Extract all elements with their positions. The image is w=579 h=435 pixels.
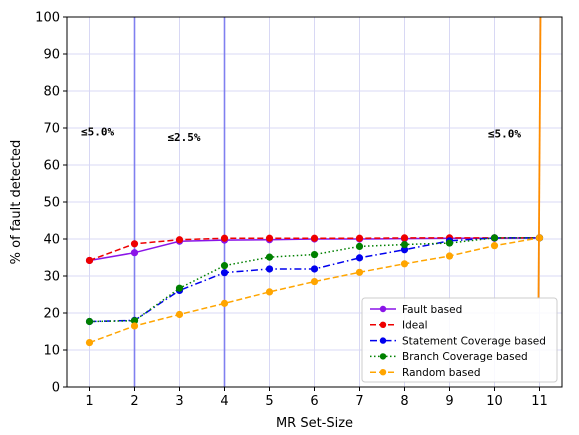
data-point: [265, 288, 274, 296]
data-point: [310, 250, 319, 259]
data-point: [175, 236, 184, 244]
x-tick-label: 7: [355, 394, 363, 409]
legend-marker: [379, 369, 387, 376]
data-point: [130, 249, 139, 257]
data-point: [445, 239, 454, 247]
data-point: [490, 234, 499, 242]
y-tick-label: 40: [43, 233, 60, 248]
data-point: [265, 253, 274, 261]
series-line: [89, 237, 540, 323]
x-tick-label: 4: [220, 394, 228, 409]
data-point: [310, 234, 319, 242]
x-tick-label: 6: [310, 394, 318, 409]
data-point: [175, 310, 184, 319]
orange-spike-line: [537, 16, 542, 299]
y-tick-label: 70: [43, 122, 60, 137]
x-axis-label: MR Set-Size: [276, 416, 353, 431]
data-point: [355, 234, 364, 242]
x-tick-label: 11: [531, 394, 548, 409]
data-point: [400, 246, 409, 254]
annotation-label: ≤5.0%: [81, 125, 114, 138]
y-axis-label: % of fault detected: [9, 140, 24, 265]
axis-ticks: 1 2 3 4 5 6 7 8 9 10 11 0 10 20 30 40 50 60 70 80 90 100: [35, 11, 548, 410]
y-tick-label: 30: [43, 270, 60, 285]
y-tick-label: 80: [43, 85, 60, 100]
data-point: [130, 322, 139, 330]
data-point: [355, 268, 364, 276]
data-point: [85, 256, 94, 265]
x-tick-label: 10: [486, 394, 503, 409]
legend-marker: [379, 321, 387, 328]
x-tick-label: 5: [265, 394, 273, 409]
legend: Fault based Ideal Statement Coverage based…: [361, 297, 558, 383]
y-tick-label: 0: [52, 381, 60, 396]
data-point: [445, 252, 454, 260]
y-tick-label: 60: [43, 159, 60, 174]
data-point: [310, 277, 319, 286]
data-point: [130, 317, 139, 325]
y-tick-label: 20: [43, 307, 60, 322]
data-point: [220, 234, 229, 242]
data-point: [85, 317, 94, 326]
data-point: [265, 234, 274, 242]
data-point: [355, 242, 364, 250]
data-point: [220, 269, 229, 277]
data-point: [400, 240, 409, 249]
annotations: ≤5.0% ≤2.5% ≤5.0%: [81, 125, 521, 144]
x-tick-label: 2: [130, 394, 138, 409]
legend-label: Statement Coverage based: [402, 335, 546, 347]
legend-marker: [379, 305, 387, 313]
data-point: [220, 299, 229, 307]
data-point: [310, 265, 319, 273]
legend-label: Ideal: [402, 320, 428, 332]
legend-marker: [379, 353, 387, 360]
data-point: [400, 234, 409, 242]
data-point: [355, 254, 364, 262]
series-group: [85, 16, 544, 347]
y-tick-label: 100: [35, 11, 60, 26]
x-tick-label: 8: [400, 394, 408, 409]
x-tick-label: 3: [175, 394, 183, 409]
legend-label: Random based: [402, 367, 481, 379]
annotation-label: ≤2.5%: [167, 131, 200, 144]
data-point: [220, 262, 229, 270]
y-tick-label: 10: [43, 344, 60, 359]
legend-marker: [379, 337, 387, 344]
y-tick-label: 50: [43, 196, 60, 211]
data-point: [175, 284, 184, 292]
data-point: [490, 242, 499, 250]
x-tick-label: 1: [85, 394, 93, 409]
data-point: [130, 240, 139, 248]
x-tick-label: 9: [445, 394, 453, 409]
annotation-label: ≤5.0%: [488, 127, 521, 140]
data-point: [400, 260, 409, 268]
y-tick-label: 90: [43, 48, 60, 63]
legend-box: [361, 297, 558, 383]
legend-label: Branch Coverage based: [402, 351, 528, 363]
data-point: [265, 265, 274, 273]
legend-label: Fault based: [402, 304, 462, 316]
data-point: [85, 339, 94, 347]
